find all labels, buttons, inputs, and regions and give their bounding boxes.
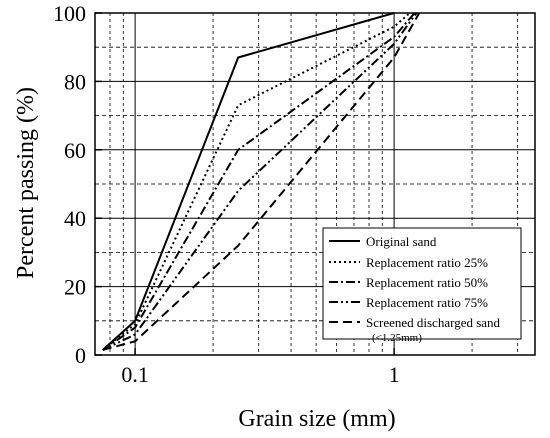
y-tick-label: 60 (64, 138, 86, 163)
series-line-5 (102, 12, 421, 351)
legend-label-4: Replacement ratio 75% (366, 295, 488, 310)
legend-box (322, 227, 522, 340)
ticks: 0 20 40 60 80 100 0.1 1 (53, 1, 400, 387)
series-line-1 (102, 12, 395, 351)
x-tick-label: 0.1 (121, 362, 149, 387)
legend-note-5: (<1.25mm) (372, 332, 422, 344)
plot-frame (94, 12, 536, 356)
x-axis-title: Grain size (mm) (238, 406, 395, 432)
y-tick-label: 0 (75, 343, 86, 368)
legend-label-3: Replacement ratio 50% (366, 275, 488, 290)
y-tick-label: 40 (64, 206, 86, 231)
legend: Original sand Replacement ratio 25% Replac… (322, 227, 522, 344)
legend-label-1: Original sand (366, 234, 437, 249)
series-line-4 (102, 12, 418, 351)
y-axis-title: Percent passing (%) (13, 87, 39, 279)
x-tick-label: 1 (389, 362, 400, 387)
y-tick-label: 20 (64, 275, 86, 300)
legend-label-5: Screened discharged sand (366, 315, 501, 330)
legend-label-2: Replacement ratio 25% (366, 255, 488, 270)
y-tick-label: 100 (53, 1, 86, 26)
series-line-3 (102, 12, 416, 351)
series-layer (102, 12, 421, 351)
y-tick-label: 80 (64, 69, 86, 94)
